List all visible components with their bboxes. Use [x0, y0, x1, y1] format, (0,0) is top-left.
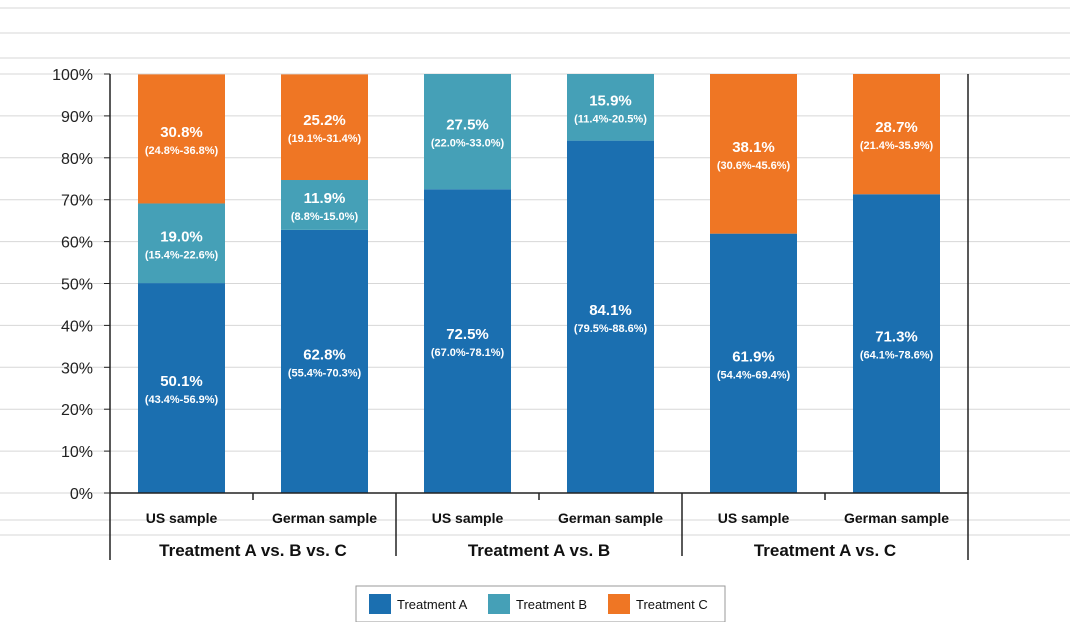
bar-segment-treatment-b	[424, 74, 511, 190]
y-tick-label: 10%	[61, 444, 93, 461]
data-label: 38.1%	[732, 139, 775, 156]
data-label: 84.1%	[589, 302, 632, 319]
bar-segment-treatment-b	[567, 74, 654, 141]
confidence-interval-label: (22.0%-33.0%)	[431, 138, 505, 150]
legend-box	[355, 585, 726, 622]
confidence-interval-label: (54.4%-69.4%)	[717, 369, 791, 381]
confidence-interval-label: (67.0%-78.1%)	[431, 347, 505, 359]
y-tick-label: 90%	[61, 109, 93, 126]
x-tick-label: US sample	[718, 510, 790, 526]
legend-swatch	[488, 594, 510, 614]
data-label: 19.0%	[160, 228, 203, 245]
data-label: 62.8%	[303, 346, 346, 363]
bar-segment-treatment-a	[424, 189, 511, 493]
bar-segment-treatment-c	[281, 74, 368, 181]
bar-segment-treatment-a	[138, 283, 225, 493]
data-label: 50.1%	[160, 373, 203, 390]
x-tick-label: US sample	[146, 510, 218, 526]
legend-swatch	[608, 594, 630, 614]
data-label: 25.2%	[303, 112, 346, 129]
confidence-interval-label: (79.5%-88.6%)	[574, 323, 648, 335]
x-tick-label: German sample	[844, 510, 949, 526]
x-tick-label: German sample	[272, 510, 377, 526]
bar-segment-treatment-c	[853, 74, 940, 195]
legend-label: Treatment A	[397, 597, 468, 612]
legend-label: Treatment B	[516, 597, 587, 612]
data-label: 11.9%	[304, 190, 346, 207]
confidence-interval-label: (55.4%-70.3%)	[288, 367, 362, 379]
x-tick-label: US sample	[432, 510, 504, 526]
group-label: Treatment A vs. B vs. C	[159, 541, 347, 560]
y-tick-label: 100%	[52, 67, 93, 84]
bar-segment-treatment-a	[281, 229, 368, 494]
legend-label: Treatment C	[636, 597, 708, 612]
confidence-interval-label: (15.4%-22.6%)	[145, 249, 219, 261]
confidence-interval-label: (30.6%-45.6%)	[717, 160, 791, 172]
bar-segment-treatment-b	[281, 180, 368, 230]
y-tick-label: 40%	[61, 318, 93, 335]
confidence-interval-label: (21.4%-35.9%)	[860, 140, 934, 152]
bar-segment-treatment-b	[138, 203, 225, 284]
data-label: 27.5%	[446, 117, 489, 134]
y-tick-label: 60%	[61, 235, 93, 252]
confidence-interval-label: (11.4%-20.5%)	[574, 113, 647, 125]
confidence-interval-label: (24.8%-36.8%)	[145, 145, 219, 157]
y-tick-label: 0%	[70, 486, 93, 503]
bar-segment-treatment-c	[138, 74, 225, 204]
confidence-interval-label: (43.4%-56.9%)	[145, 394, 219, 406]
x-tick-label: German sample	[558, 510, 663, 526]
y-tick-label: 70%	[61, 193, 93, 210]
data-label: 61.9%	[732, 348, 775, 365]
y-tick-label: 50%	[61, 277, 93, 294]
data-label: 71.3%	[875, 329, 918, 346]
y-tick-label: 80%	[61, 151, 93, 168]
bar-segment-treatment-a	[853, 194, 940, 494]
data-label: 28.7%	[875, 119, 918, 136]
data-label: 30.8%	[160, 124, 203, 141]
data-label: 15.9%	[589, 92, 632, 109]
confidence-interval-label: (19.1%-31.4%)	[288, 133, 362, 145]
bar-segment-treatment-a	[567, 140, 654, 493]
confidence-interval-label: (64.1%-78.6%)	[860, 350, 934, 362]
y-tick-label: 20%	[61, 402, 93, 419]
data-label: 72.5%	[446, 326, 489, 343]
confidence-interval-label: (8.8%-15.0%)	[291, 211, 359, 223]
bar-segment-treatment-a	[710, 233, 797, 493]
bar-segment-treatment-c	[710, 74, 797, 234]
legend-swatch	[369, 594, 391, 614]
group-label: Treatment A vs. B	[468, 541, 610, 560]
group-label: Treatment A vs. C	[754, 541, 896, 560]
y-tick-label: 30%	[61, 360, 93, 377]
